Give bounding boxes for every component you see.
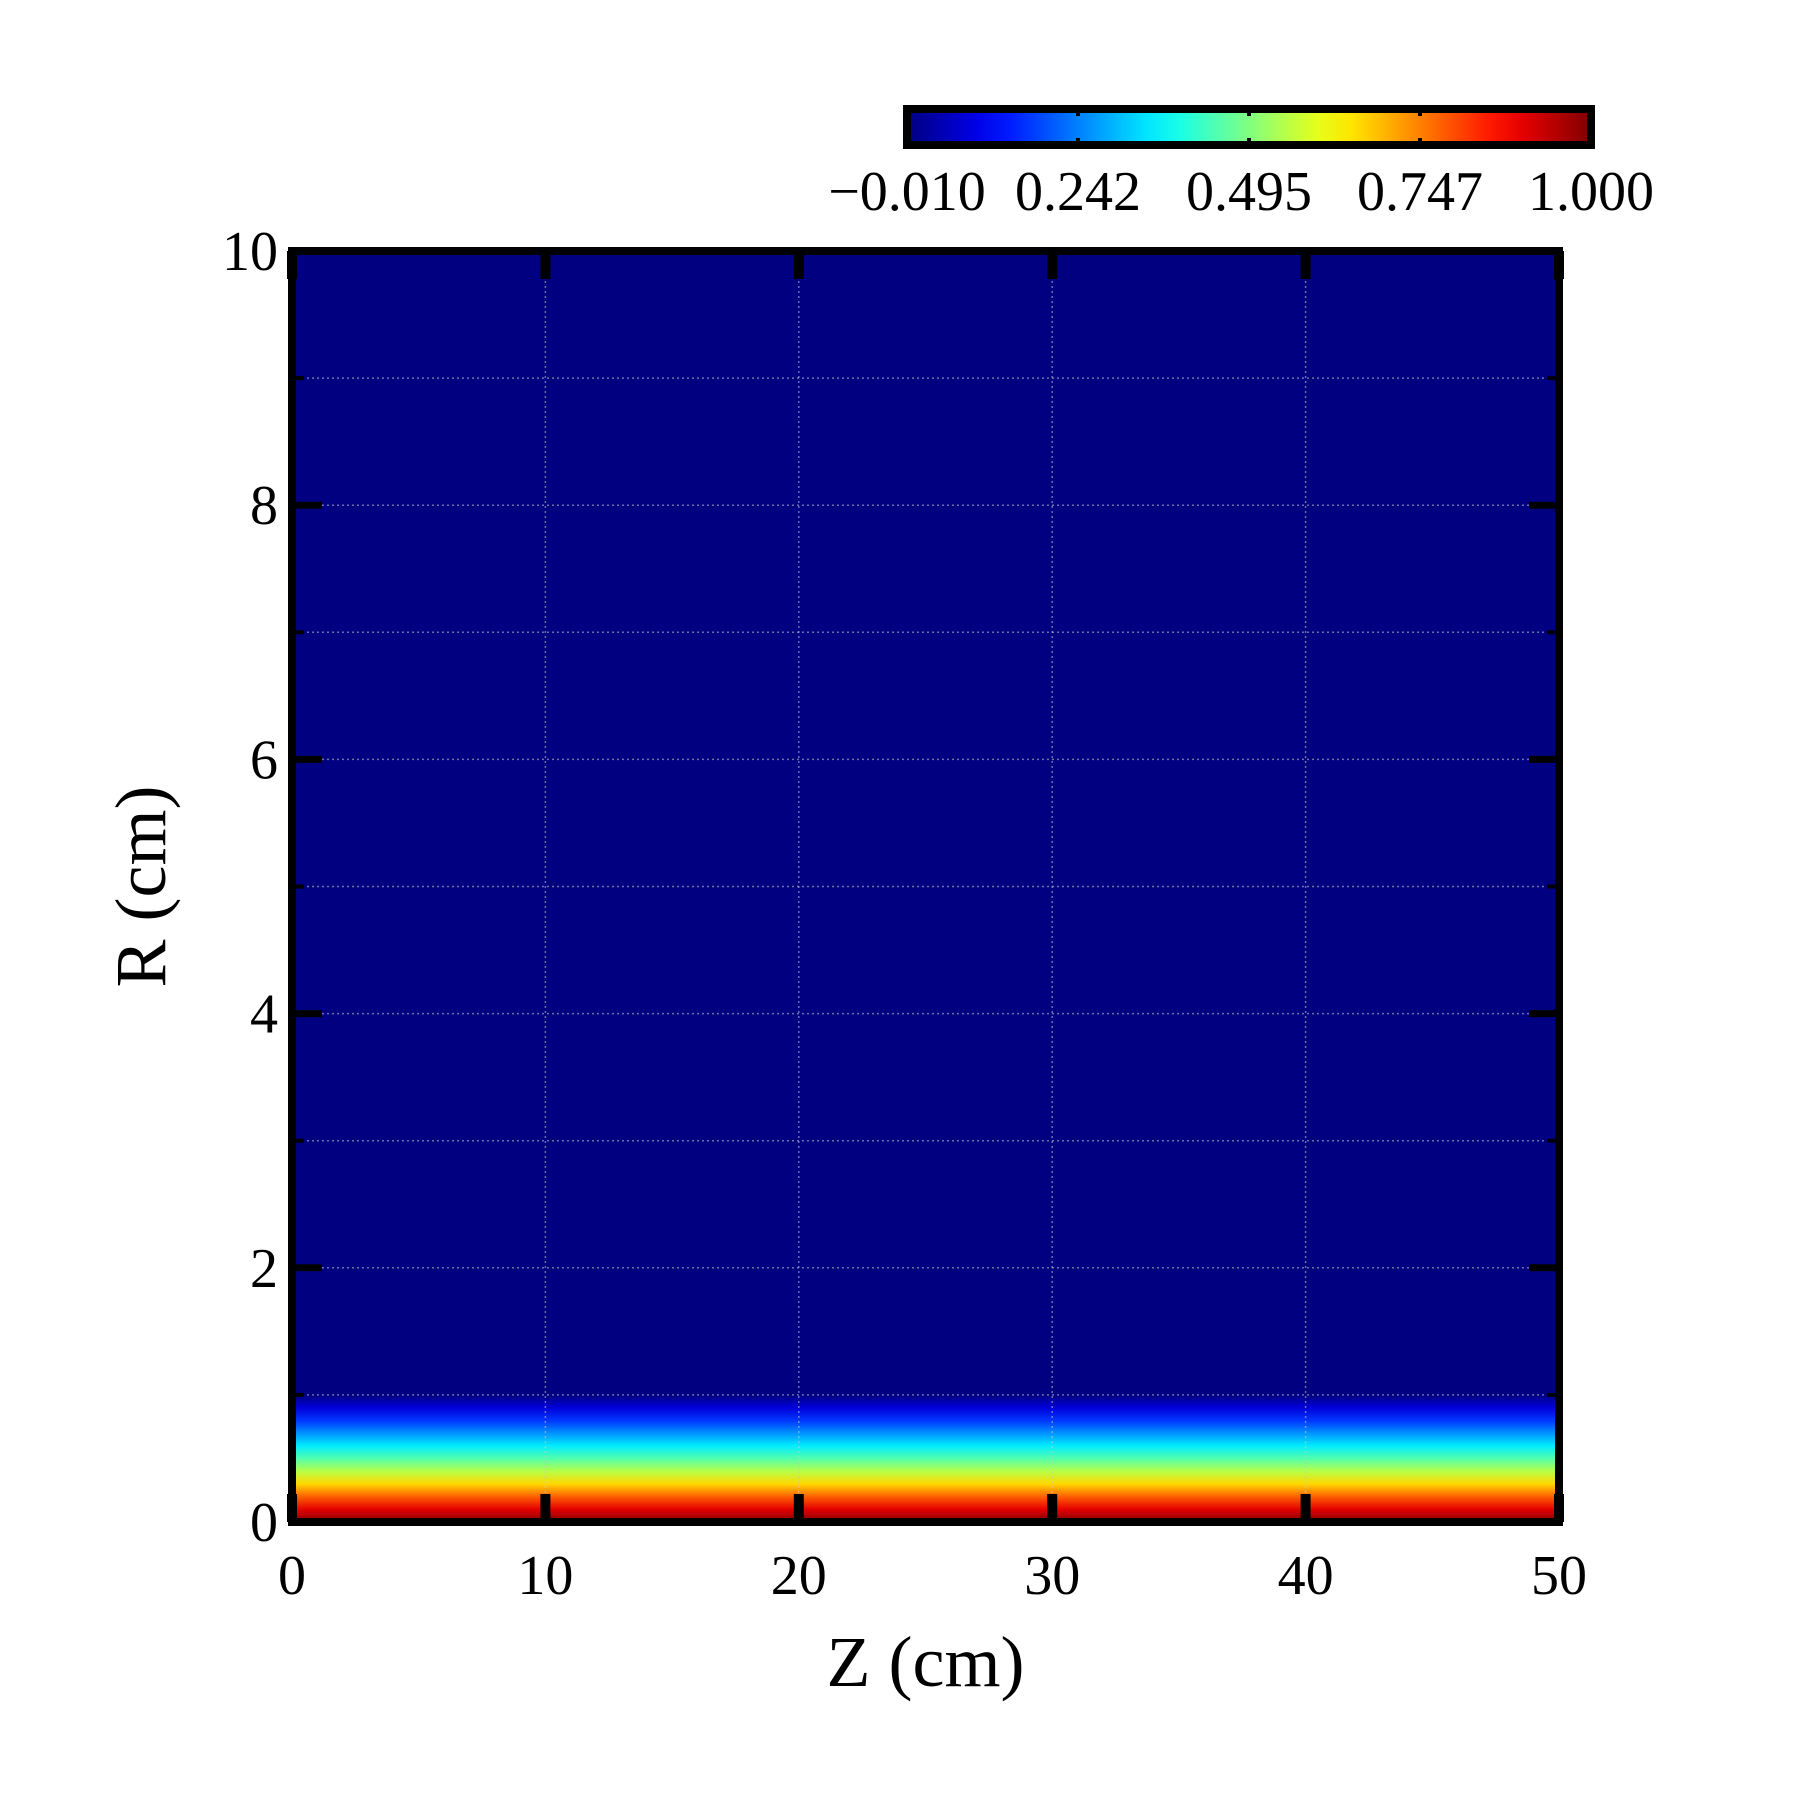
y-axis-title: R (cm)	[101, 786, 181, 988]
x-tick-label: 50	[1531, 1545, 1587, 1607]
y-tick-label: 4	[250, 984, 278, 1046]
colorbar-tick-label: 1.000	[1528, 161, 1654, 223]
y-tick-label: 0	[250, 1492, 278, 1554]
x-tick-label: 10	[517, 1545, 573, 1607]
colorbar-tick-label: 0.242	[1015, 161, 1141, 223]
y-tick-label: 10	[222, 221, 278, 283]
x-axis-title: Z (cm)	[827, 1622, 1025, 1702]
colorbar-tick-label: −0.010	[828, 161, 986, 223]
y-tick-label: 6	[250, 729, 278, 791]
colorbar-tick-label: 0.747	[1357, 161, 1483, 223]
y-tick-label: 8	[250, 475, 278, 537]
x-tick-label: 20	[771, 1545, 827, 1607]
x-tick-label: 0	[278, 1545, 306, 1607]
colorbar-tick-label: 0.495	[1186, 161, 1312, 223]
y-tick-label: 2	[250, 1238, 278, 1300]
x-tick-label: 40	[1278, 1545, 1334, 1607]
x-tick-label: 30	[1024, 1545, 1080, 1607]
plot-frame	[288, 247, 1563, 1526]
